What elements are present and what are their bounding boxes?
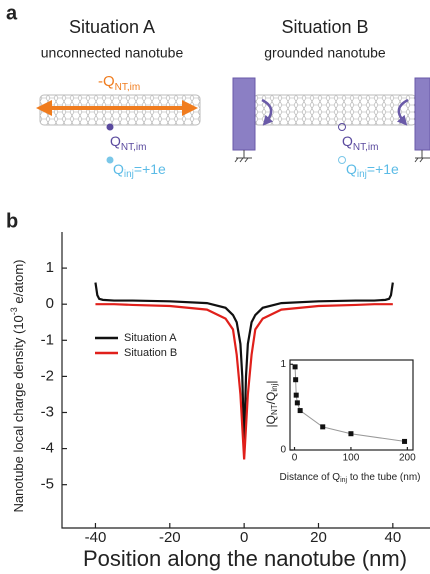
y-tick-label: -4: [41, 440, 54, 457]
data-point: [297, 408, 303, 414]
situation-subtitle: unconnected nanotube: [41, 45, 184, 61]
x-tick-label: 0: [292, 453, 298, 464]
x-tick-label: -40: [85, 529, 107, 546]
x-tick-label: 100: [343, 453, 360, 464]
x-tick-label: 20: [310, 529, 327, 546]
y-axis-label: Nanotube local charge density (10-3 e/at…: [9, 260, 26, 513]
situation-title: Situation A: [69, 17, 155, 37]
y-tick-label: 1: [280, 359, 286, 370]
y-tick-label: 0: [280, 445, 286, 456]
legend-label: Situation B: [124, 347, 177, 359]
data-point: [293, 392, 299, 398]
injected-charge: [106, 156, 114, 164]
situation-subtitle: grounded nanotube: [264, 45, 386, 61]
panel-label: a: [6, 2, 18, 24]
image-charge: [338, 123, 346, 131]
legend-label: Situation A: [124, 332, 177, 344]
inset-frame: [289, 359, 414, 451]
data-point: [402, 438, 408, 444]
data-point: [348, 431, 354, 437]
image-charge: [106, 123, 114, 131]
x-tick-label: 200: [399, 453, 416, 464]
x-axis-label: Distance of Qinj to the tube (nm): [280, 472, 421, 484]
y-tick-label: -2: [41, 367, 54, 384]
y-tick-label: -5: [41, 476, 54, 493]
data-point: [320, 424, 326, 430]
y-tick-label: 1: [46, 259, 54, 276]
data-point: [292, 364, 298, 370]
x-tick-label: -20: [159, 529, 181, 546]
charge-label: -QNT,im: [98, 73, 140, 93]
x-axis-label: Position along the nanotube (nm): [83, 546, 407, 571]
ground-symbol: [234, 150, 430, 163]
x-tick-label: 40: [384, 529, 401, 546]
situation-title: Situation B: [281, 17, 368, 37]
electrode: [414, 77, 430, 151]
image-charge-label: QNT,im: [110, 133, 146, 153]
data-line: [95, 303, 393, 460]
y-tick-label: 0: [46, 295, 54, 312]
trend-line: [294, 366, 405, 442]
flow-arrow: [396, 98, 409, 126]
y-axis-label: |QNT/Qinj|: [264, 381, 279, 428]
x-tick-label: 0: [240, 529, 248, 546]
data-point: [293, 377, 299, 383]
injected-charge: [338, 156, 346, 164]
nanotube: [253, 94, 417, 126]
injected-charge-label: Qinj=+1e: [346, 161, 399, 180]
image-charge-label: QNT,im: [342, 133, 378, 153]
axis: [61, 232, 430, 529]
flow-arrow: [261, 98, 274, 126]
data-point: [294, 400, 300, 406]
panel-label: b: [6, 210, 18, 232]
y-tick-label: -3: [41, 403, 54, 420]
injected-charge-label: Qinj=+1e: [113, 161, 166, 180]
y-tick-label: -1: [41, 331, 54, 348]
electrode: [232, 77, 256, 151]
